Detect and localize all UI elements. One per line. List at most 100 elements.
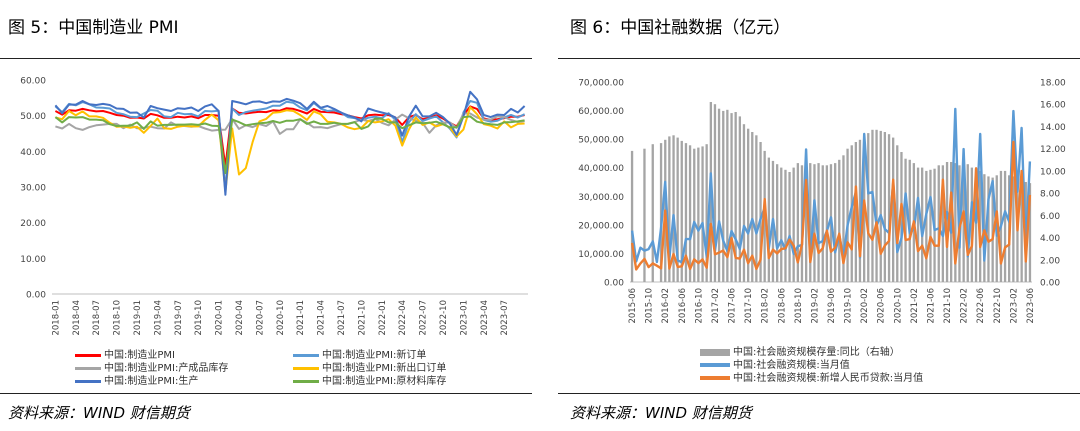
bar-stock-yoy [684, 143, 688, 282]
bar-stock-yoy [717, 108, 721, 282]
y2-tick-label: 14.00 [1040, 123, 1066, 133]
bar-stock-yoy [796, 163, 800, 282]
x-tick-label: 2019-06 [827, 288, 837, 324]
bar-stock-yoy [987, 176, 990, 282]
y1-tick-label: 40,000.00 [578, 164, 624, 174]
bar-stock-yoy [875, 129, 878, 282]
bar-stock-yoy [701, 146, 704, 282]
y-tick-label: 60.00 [20, 77, 46, 87]
bar-stock-yoy [738, 116, 742, 283]
bar-stock-yoy [747, 128, 750, 282]
x-tick-label: 2023-07 [500, 300, 510, 336]
x-tick-label: 2022-07 [419, 300, 429, 336]
y2-tick-label: 6.00 [1040, 212, 1060, 222]
x-tick-label: 2021-10 [357, 300, 367, 336]
y1-tick-label: 0.00 [604, 279, 624, 289]
bar-stock-yoy [713, 104, 717, 282]
legend-item-stock-yoy: 中国:社会融资规模存量:同比（右轴） [700, 343, 900, 358]
bar-stock-yoy [850, 145, 853, 282]
series-line [54, 90, 526, 196]
bar-stock-yoy [780, 167, 783, 282]
bar-stock-yoy [900, 152, 903, 282]
y1-tick-label: 70,000.00 [578, 79, 624, 89]
bar-stock-yoy [867, 133, 870, 282]
bar-stock-yoy [697, 147, 700, 282]
y2-tick-label: 12.00 [1040, 145, 1066, 155]
legend-item-new-orders: 中国:制造业PMI:新订单 [293, 346, 426, 361]
y2-tick-label: 18.00 [1040, 79, 1066, 89]
x-tick-label: 2022-10 [993, 288, 1003, 324]
bar-stock-yoy [887, 134, 891, 282]
x-tick-label: 2015-10 [645, 288, 655, 324]
y2-tick-label: 4.00 [1040, 234, 1060, 244]
bar-stock-yoy [817, 163, 820, 282]
x-tick-label: 2020-04 [235, 300, 245, 336]
y2-tick-label: 16.00 [1040, 101, 1066, 111]
y-tick-label: 40.00 [20, 148, 46, 158]
x-tick-label: 2021-01 [296, 300, 306, 336]
x-tick-label: 2016-02 [661, 288, 671, 324]
x-tick-label: 2018-07 [92, 300, 102, 336]
x-tick-label: 2018-04 [72, 300, 82, 336]
x-tick-label: 2017-06 [728, 288, 738, 324]
x-tick-label: 2021-07 [337, 300, 347, 336]
x-tick-label: 2018-01 [51, 300, 61, 336]
x-tick-label: 2023-04 [480, 300, 490, 336]
bar-stock-yoy [846, 148, 849, 282]
x-tick-label: 2023-02 [1009, 288, 1019, 324]
x-tick-label: 2017-10 [744, 288, 754, 324]
bar-stock-yoy [755, 135, 758, 282]
bar-stock-yoy [896, 145, 899, 282]
legend-item-monthly-financing: 中国:社会融资规模:当月值 [700, 356, 850, 371]
bar-stock-yoy [821, 165, 824, 282]
legend-label: 中国:制造业PMI:新出口订单 [322, 363, 447, 374]
y1-tick-label: 10,000.00 [578, 250, 624, 260]
x-tick-label: 2020-02 [860, 288, 870, 324]
bar-stock-yoy [908, 159, 911, 282]
bar-stock-yoy [813, 164, 816, 282]
x-tick-label: 2015-06 [628, 288, 638, 324]
bar-stock-yoy [974, 168, 978, 282]
bar-stock-yoy [966, 164, 969, 282]
bar-stock-yoy [916, 167, 920, 282]
y2-tick-label: 0.00 [1040, 279, 1060, 289]
y-tick-label: 30.00 [20, 184, 46, 194]
bar-stock-yoy [991, 177, 994, 282]
x-tick-label: 2022-06 [976, 288, 986, 324]
y2-tick-label: 10.00 [1040, 167, 1066, 177]
x-tick-label: 2020-10 [276, 300, 286, 336]
x-tick-label: 2023-01 [459, 300, 469, 336]
legend-item-finished-goods: 中国:制造业PMI:产成品库存 [75, 359, 228, 374]
y-tick-label: 0.00 [26, 291, 46, 301]
bar-stock-yoy [722, 110, 725, 283]
x-tick-label: 2018-02 [761, 288, 771, 324]
y-tick-label: 10.00 [20, 255, 46, 265]
x-tick-label: 2022-10 [439, 300, 449, 336]
bar-stock-yoy [742, 124, 746, 282]
x-tick-label: 2019-10 [194, 300, 204, 336]
legend-label: 中国:制造业PMI:产成品库存 [104, 363, 229, 374]
bar-stock-yoy [1020, 182, 1023, 282]
bar-stock-yoy [767, 157, 771, 282]
bar-stock-yoy [941, 165, 945, 282]
bar-stock-yoy [834, 163, 837, 282]
x-tick-label: 2022-04 [398, 300, 408, 336]
social-financing-legend: 中国:社会融资规模存量:同比（右轴） 中国:社会融资规模:当月值 中国:社会融资… [700, 343, 1070, 385]
left-title-rule [0, 58, 532, 59]
x-tick-label: 2018-10 [113, 300, 123, 336]
bar-stock-yoy [805, 162, 808, 282]
bar-stock-yoy [925, 170, 928, 282]
left-figure-title: 图 5：中国制造业 PMI [8, 18, 179, 38]
x-tick-label: 2022-01 [378, 300, 388, 336]
y2-tick-label: 8.00 [1040, 190, 1060, 200]
bar-stock-yoy [883, 132, 887, 282]
bar-stock-yoy [759, 142, 762, 282]
bar-stock-yoy [726, 109, 729, 282]
x-tick-label: 2016-10 [694, 288, 704, 324]
pmi-legend: 中国:制造业PMI 中国:制造业PMI:新订单 中国:制造业PMI:产成品库存 … [75, 346, 525, 387]
right-figure-title: 图 6：中国社融数据（亿元） [570, 18, 791, 38]
x-tick-label: 2021-02 [910, 288, 920, 324]
legend-item-pmi: 中国:制造业PMI [75, 346, 175, 361]
bar-stock-yoy [668, 136, 671, 282]
x-tick-label: 2017-02 [711, 288, 721, 324]
